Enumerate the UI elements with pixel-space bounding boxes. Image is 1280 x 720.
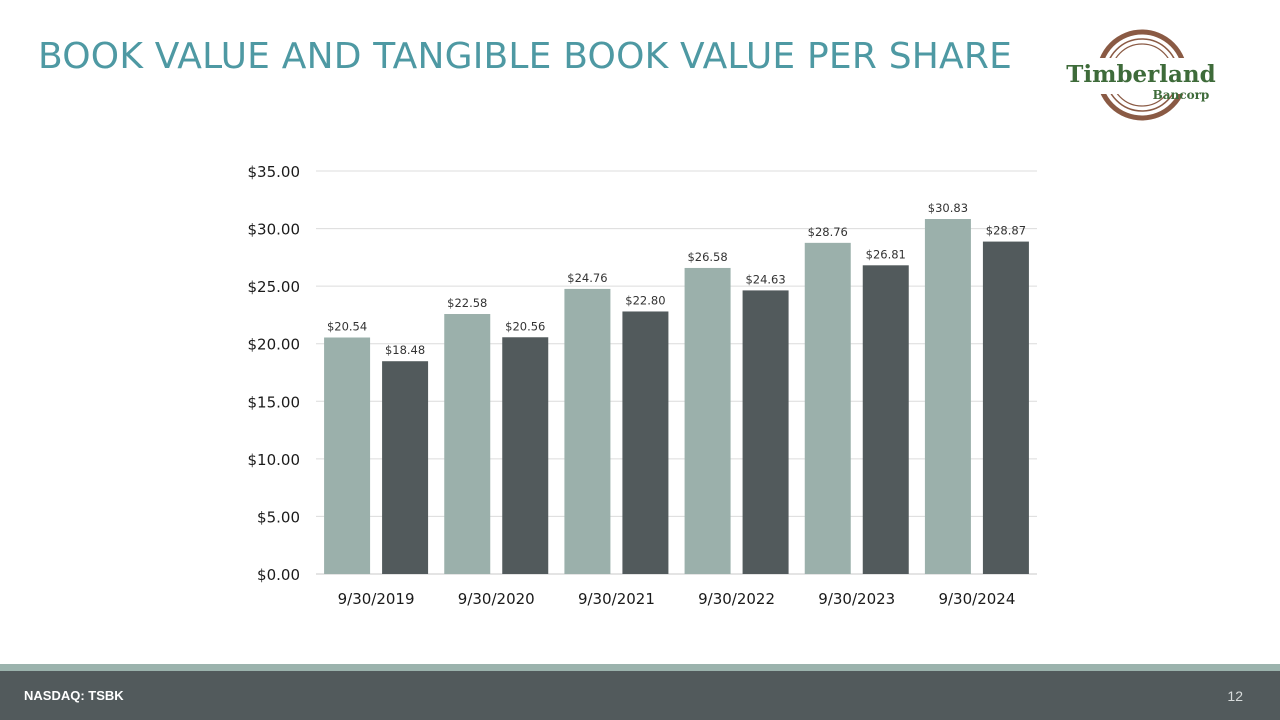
x-tick-label: 9/30/2020	[458, 590, 535, 608]
x-tick-label: 9/30/2021	[578, 590, 655, 608]
bar	[564, 288, 611, 574]
x-tick-label: 9/30/2023	[818, 590, 895, 608]
gridlines	[316, 170, 1037, 575]
logo-name: Timberland	[1066, 61, 1215, 88]
x-tick-label: 9/30/2019	[338, 590, 415, 608]
bar-value-label: $22.80	[625, 293, 665, 307]
y-tick-label: $30.00	[248, 221, 301, 239]
y-tick-label: $20.00	[248, 336, 301, 354]
bar-value-label: $26.58	[687, 250, 727, 264]
bar	[862, 265, 909, 574]
bar	[382, 361, 429, 574]
bar	[622, 311, 669, 574]
logo-subname: Bancorp	[1153, 88, 1210, 102]
bar-value-label: $20.56	[505, 319, 545, 333]
ticker-label: NASDAQ: TSBK	[24, 688, 124, 703]
bar	[924, 219, 971, 574]
bar-value-label: $18.48	[385, 343, 425, 357]
y-tick-label: $5.00	[257, 508, 300, 526]
bar	[502, 337, 549, 574]
bar-value-label: $22.58	[447, 296, 487, 310]
y-tick-label: $0.00	[257, 566, 300, 584]
footer-stripe	[0, 664, 1280, 671]
bar-value-label: $28.76	[808, 225, 848, 239]
bar-value-label: $24.76	[567, 271, 607, 285]
footer-bar: NASDAQ: TSBK 12	[0, 671, 1280, 720]
bar	[444, 314, 491, 574]
y-tick-label: $25.00	[248, 278, 301, 296]
bar-value-label: $30.83	[928, 201, 968, 215]
bar-chart: $20.54 $18.48 $22.58 $20.56 $24.76 $22.80 $26.…	[248, 163, 1037, 608]
x-tick-label: 9/30/2024	[938, 590, 1015, 608]
bar	[804, 242, 851, 575]
bars: $20.54 $18.48 $22.58 $20.56 $24.76 $22.80 $26.…	[324, 201, 1029, 575]
timberland-logo: Timberland Bancorp	[1060, 29, 1224, 121]
slide-title: BOOK VALUE AND TANGIBLE BOOK VALUE PER S…	[38, 36, 1013, 77]
bar	[684, 267, 731, 574]
bar	[742, 290, 789, 574]
bar-value-label: $28.87	[986, 224, 1026, 238]
bar	[982, 241, 1029, 574]
page-number: 12	[1227, 688, 1243, 704]
axes: $0.00 $5.00 $10.00 $15.00 $20.00 $25.00 $30.00…	[248, 163, 1016, 608]
y-tick-label: $15.00	[248, 393, 301, 411]
y-tick-label: $10.00	[248, 451, 301, 469]
x-tick-label: 9/30/2022	[698, 590, 775, 608]
bar-value-label: $20.54	[327, 319, 367, 333]
y-tick-label: $35.00	[248, 163, 301, 181]
bar	[324, 337, 371, 574]
bar-value-label: $26.81	[866, 247, 906, 261]
bar-value-label: $24.63	[745, 272, 785, 286]
